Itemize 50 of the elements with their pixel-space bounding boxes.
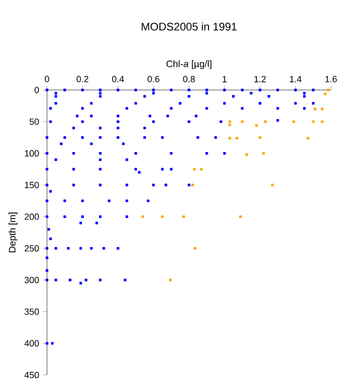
y-tick-label: 0: [34, 86, 39, 94]
point: [193, 168, 196, 170]
x-tick-label: 0.8: [183, 76, 195, 82]
y-tick-label: 350: [24, 308, 39, 315]
x-tick-label: 0.2: [76, 76, 88, 82]
y-tick-label: 300: [24, 276, 39, 284]
x-tick-label: 0: [44, 76, 50, 82]
point: [161, 215, 164, 218]
y-tick-label: 150: [24, 182, 39, 188]
x-axis-title: Chl-a [µg/l]: [166, 60, 212, 70]
point: [228, 120, 232, 123]
point: [327, 88, 330, 92]
point: [142, 215, 144, 218]
point: [255, 124, 258, 127]
y-tick-label: 450: [24, 372, 39, 378]
point: [169, 278, 172, 282]
point: [228, 136, 232, 140]
y-tick-label: 250: [24, 245, 39, 252]
point: [320, 108, 324, 110]
y-tick-label: 50: [30, 118, 39, 125]
point: [264, 120, 267, 123]
chart-title: MODS2005 in 1991: [142, 22, 237, 31]
point: [306, 136, 310, 140]
point: [228, 124, 232, 126]
y-tick-label: 400: [24, 340, 39, 347]
x-tick-label: 0.4: [112, 76, 124, 82]
point: [262, 152, 265, 155]
x-tick-label: 0.6: [148, 76, 160, 82]
point: [236, 136, 238, 140]
point: [182, 215, 185, 218]
point: [314, 108, 316, 110]
point: [312, 120, 315, 123]
y-axis-title: Depth [m]: [8, 212, 18, 252]
x-tick-label: 1.6: [325, 76, 337, 82]
point: [194, 247, 197, 250]
point: [240, 120, 244, 123]
x-tick-label: 1: [222, 76, 227, 82]
x-tick-label: 1.4: [290, 76, 302, 82]
y-tick-label: 100: [24, 150, 39, 157]
point: [200, 168, 203, 170]
point: [271, 184, 274, 186]
point: [239, 215, 242, 218]
point: [245, 153, 248, 156]
point: [258, 136, 262, 139]
point: [320, 120, 324, 123]
x-tick-label: 1.2: [254, 76, 266, 82]
point: [292, 120, 296, 123]
point: [191, 184, 194, 186]
y-tick-label: 200: [24, 213, 39, 220]
point: [324, 92, 326, 96]
